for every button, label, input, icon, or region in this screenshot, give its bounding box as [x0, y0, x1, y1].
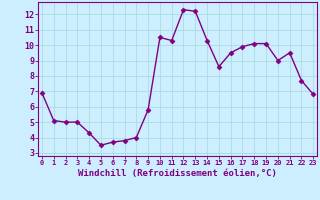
X-axis label: Windchill (Refroidissement éolien,°C): Windchill (Refroidissement éolien,°C) [78, 169, 277, 178]
